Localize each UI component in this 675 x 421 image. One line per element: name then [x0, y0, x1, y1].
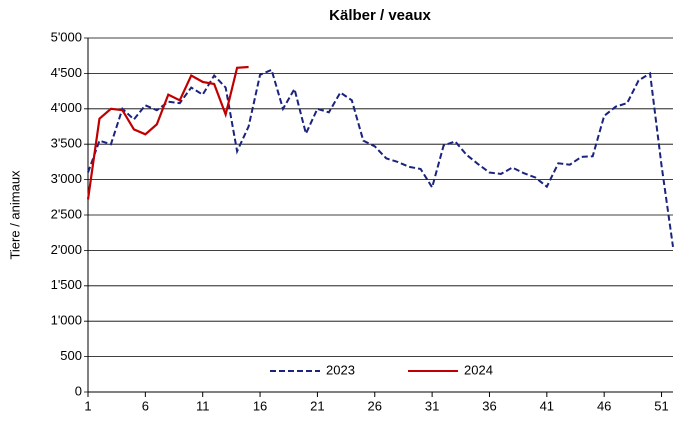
- y-tick-label: 2'000: [51, 242, 82, 257]
- x-tick-label: 21: [310, 398, 324, 413]
- y-tick-label: 5'000: [51, 29, 82, 44]
- y-tick-label: 4'000: [51, 100, 82, 115]
- x-tick-label: 51: [654, 398, 668, 413]
- y-tick-label: 1'000: [51, 313, 82, 328]
- y-tick-label: 0: [75, 383, 82, 398]
- x-tick-label: 36: [482, 398, 496, 413]
- legend-bg: [266, 362, 398, 380]
- series-line: [86, 65, 249, 200]
- y-tick-label: 1'500: [51, 277, 82, 292]
- x-tick-label: 11: [196, 398, 210, 413]
- x-tick-label: 26: [368, 398, 382, 413]
- x-tick-label: 16: [253, 398, 267, 413]
- y-tick-label: 2'500: [51, 206, 82, 221]
- y-tick-label: 3'500: [51, 136, 82, 151]
- x-tick-label: 1: [84, 398, 91, 413]
- y-axis-label: Tiere / animaux: [7, 170, 22, 260]
- legend-label: 2023: [326, 362, 355, 377]
- y-tick-label: 3'000: [51, 171, 82, 186]
- x-tick-label: 46: [597, 398, 611, 413]
- x-tick-label: 31: [425, 398, 439, 413]
- legend-bg: [404, 362, 536, 380]
- x-tick-label: 41: [540, 398, 554, 413]
- legend-label: 2024: [464, 362, 493, 377]
- x-tick-label: 6: [142, 398, 149, 413]
- y-tick-label: 4'500: [51, 65, 82, 80]
- series-line: [87, 68, 674, 247]
- chart-title: Kälber / veaux: [329, 7, 431, 24]
- y-tick-label: 500: [60, 348, 82, 363]
